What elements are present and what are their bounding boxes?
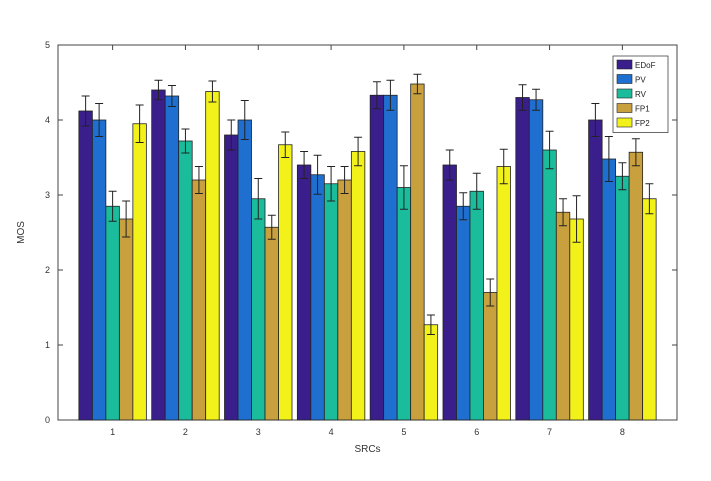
bar xyxy=(350,151,366,421)
x-tick-label: 3 xyxy=(256,427,261,437)
bar xyxy=(423,324,439,421)
bar xyxy=(251,198,266,421)
legend-swatch xyxy=(616,88,633,99)
bar xyxy=(383,94,398,421)
bar xyxy=(642,198,657,421)
bar xyxy=(442,164,457,421)
x-tick-label: 7 xyxy=(547,427,552,437)
y-tick-label: 2 xyxy=(45,265,50,275)
bar xyxy=(528,99,544,421)
bar xyxy=(323,183,339,421)
legend-label: EDoF xyxy=(635,61,656,70)
x-tick-label: 2 xyxy=(183,427,188,437)
bar xyxy=(224,134,239,421)
bars xyxy=(78,83,657,421)
bar xyxy=(555,211,571,421)
bar xyxy=(410,83,425,421)
y-tick-label: 3 xyxy=(45,190,50,200)
bar xyxy=(205,91,220,421)
error-bars xyxy=(81,73,654,335)
bar xyxy=(237,119,252,421)
x-tick-label: 1 xyxy=(110,427,115,437)
y-tick-label: 4 xyxy=(45,115,50,125)
y-tick-label: 5 xyxy=(45,40,50,50)
bar xyxy=(164,95,180,421)
bar xyxy=(615,175,630,421)
x-tick-label: 5 xyxy=(401,427,406,437)
bar xyxy=(310,174,325,421)
bar xyxy=(496,166,511,421)
bar xyxy=(588,119,603,421)
bar xyxy=(105,205,120,421)
bar xyxy=(337,179,352,421)
y-tick-label: 1 xyxy=(45,340,50,350)
bar xyxy=(264,226,279,421)
legend-label: FP1 xyxy=(635,105,650,114)
y-tick-label: 0 xyxy=(45,415,50,425)
bar xyxy=(569,218,584,421)
bar xyxy=(469,190,484,421)
x-tick-label: 4 xyxy=(329,427,334,437)
legend-swatch xyxy=(616,59,633,70)
bar xyxy=(369,94,385,421)
bar xyxy=(178,140,193,421)
x-tick-label: 8 xyxy=(620,427,625,437)
bar xyxy=(91,119,107,421)
bar xyxy=(483,292,498,421)
bar xyxy=(132,123,147,421)
bar xyxy=(78,110,93,421)
bar xyxy=(151,89,166,421)
bar xyxy=(278,144,293,421)
bar xyxy=(515,97,530,421)
legend-swatch xyxy=(616,103,633,113)
legend-label: RV xyxy=(635,90,647,99)
legend: EDoF PV RV FP1 FP2 xyxy=(612,55,669,133)
bar xyxy=(191,179,207,421)
bar xyxy=(628,151,644,421)
bar xyxy=(601,158,617,421)
bar xyxy=(456,205,471,421)
legend-swatch xyxy=(616,117,633,128)
legend-label: FP2 xyxy=(635,119,650,128)
x-axis-label: SRCs xyxy=(354,444,380,455)
x-tick-label: 6 xyxy=(474,427,479,437)
bar xyxy=(118,218,134,421)
y-axis-label: MOS xyxy=(16,221,27,244)
bar xyxy=(396,187,412,421)
legend-swatch xyxy=(616,74,633,84)
bar xyxy=(296,164,312,421)
bar xyxy=(542,149,557,421)
legend-label: PV xyxy=(635,76,646,85)
plot-frame xyxy=(57,44,678,421)
